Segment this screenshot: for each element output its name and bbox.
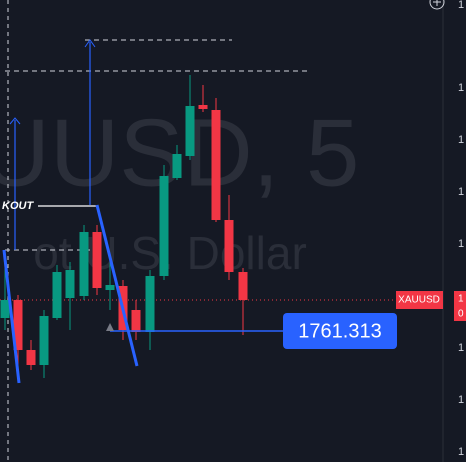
candle-body xyxy=(39,316,49,365)
watermark-description: ot U.S. Dollar xyxy=(33,227,307,279)
pattern-line xyxy=(2,249,21,384)
add-button[interactable] xyxy=(429,0,445,10)
price-axis-label: 1 xyxy=(448,321,449,323)
price-axis: 1 1 1 1 1 1 1 1 1 xyxy=(448,0,464,458)
price-axis-label: 1 xyxy=(458,342,464,354)
measure-arrow xyxy=(9,117,21,125)
candle-body xyxy=(105,285,115,290)
candle-body xyxy=(79,232,89,296)
symbol-tag: XAUUSD xyxy=(398,295,440,306)
candle-body xyxy=(92,232,102,288)
candle-body xyxy=(0,300,10,318)
price-axis-label: 1 xyxy=(458,82,464,94)
price-axis-label: 1 xyxy=(458,0,464,11)
candle-body xyxy=(145,276,155,332)
price-tag-line: 1 xyxy=(458,294,464,305)
price-tag-line: 0 xyxy=(458,309,464,320)
candle-body xyxy=(131,310,141,332)
candle-body xyxy=(224,220,234,272)
annotation-text: KOUT xyxy=(2,200,34,212)
candle-body xyxy=(26,350,36,365)
candle-body xyxy=(65,270,75,298)
candle-body xyxy=(238,272,248,300)
candle-body xyxy=(13,300,23,350)
candles xyxy=(0,75,248,380)
candle-body xyxy=(159,176,169,276)
measure-label-box xyxy=(283,313,397,349)
price-axis-label: 1 xyxy=(458,394,464,406)
symbol-tag-box xyxy=(396,291,443,309)
price-axis-label: 1 xyxy=(458,446,464,458)
pattern-line xyxy=(95,204,139,367)
measure-arrow xyxy=(84,39,96,48)
add-icon xyxy=(433,0,441,6)
price-tag-box xyxy=(454,291,466,321)
candle-body xyxy=(185,106,195,156)
measure-label: 1761.313 xyxy=(298,320,381,342)
candle-body xyxy=(211,110,221,220)
marker xyxy=(106,323,114,331)
candle-body xyxy=(198,105,208,109)
candle-body xyxy=(172,154,182,178)
candle-body xyxy=(52,272,62,318)
price-axis-label: 1 xyxy=(458,186,464,198)
price-axis-label: 1 xyxy=(458,238,464,250)
price-axis-label: 1 xyxy=(458,134,464,146)
watermark-symbol: UUSD, 5 xyxy=(0,99,359,206)
